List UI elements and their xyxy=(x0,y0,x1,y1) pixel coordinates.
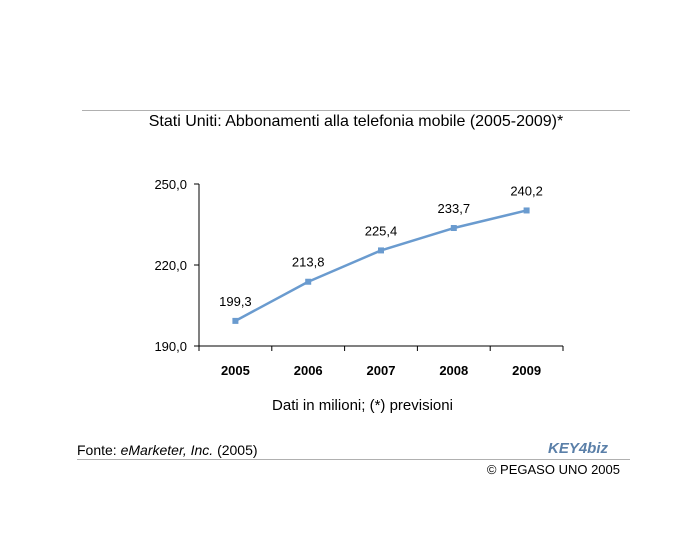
key4biz-logo: KEY4biz xyxy=(548,440,609,457)
y-tick-label: 250,0 xyxy=(154,177,187,192)
source-suffix: (2005) xyxy=(213,442,258,458)
source-name: eMarketer, Inc. xyxy=(120,442,214,458)
x-tick-label: 2005 xyxy=(221,363,250,378)
data-label: 225,4 xyxy=(365,223,398,238)
data-point xyxy=(450,225,457,232)
x-tick-label: 2006 xyxy=(294,363,323,378)
data-point xyxy=(232,317,239,324)
chart-title: Stati Uniti: Abbonamenti alla telefonia … xyxy=(148,113,564,130)
data-label: 240,2 xyxy=(510,183,543,198)
x-tick-label: 2009 xyxy=(512,363,541,378)
source-note: Fonte: eMarketer, Inc. (2005) xyxy=(77,442,258,458)
copyright-note: © PEGASO UNO 2005 xyxy=(486,462,620,477)
bottom-rule xyxy=(77,459,630,460)
data-label: 213,8 xyxy=(292,255,325,270)
y-tick-label: 220,0 xyxy=(154,258,187,273)
y-tick-label: 190,0 xyxy=(154,339,187,354)
x-tick-label: 2007 xyxy=(367,363,396,378)
top-rule xyxy=(82,110,630,111)
data-point xyxy=(305,278,312,285)
data-label: 199,3 xyxy=(219,294,252,309)
data-point xyxy=(523,207,530,214)
data-point xyxy=(378,247,384,254)
source-prefix: Fonte: xyxy=(77,442,121,458)
svg-text:KEY4biz: KEY4biz xyxy=(548,440,609,457)
x-tick-label: 2008 xyxy=(439,363,468,378)
chart-subtitle: Dati in milioni; (*) previsioni xyxy=(272,397,453,414)
data-label: 233,7 xyxy=(438,201,471,216)
